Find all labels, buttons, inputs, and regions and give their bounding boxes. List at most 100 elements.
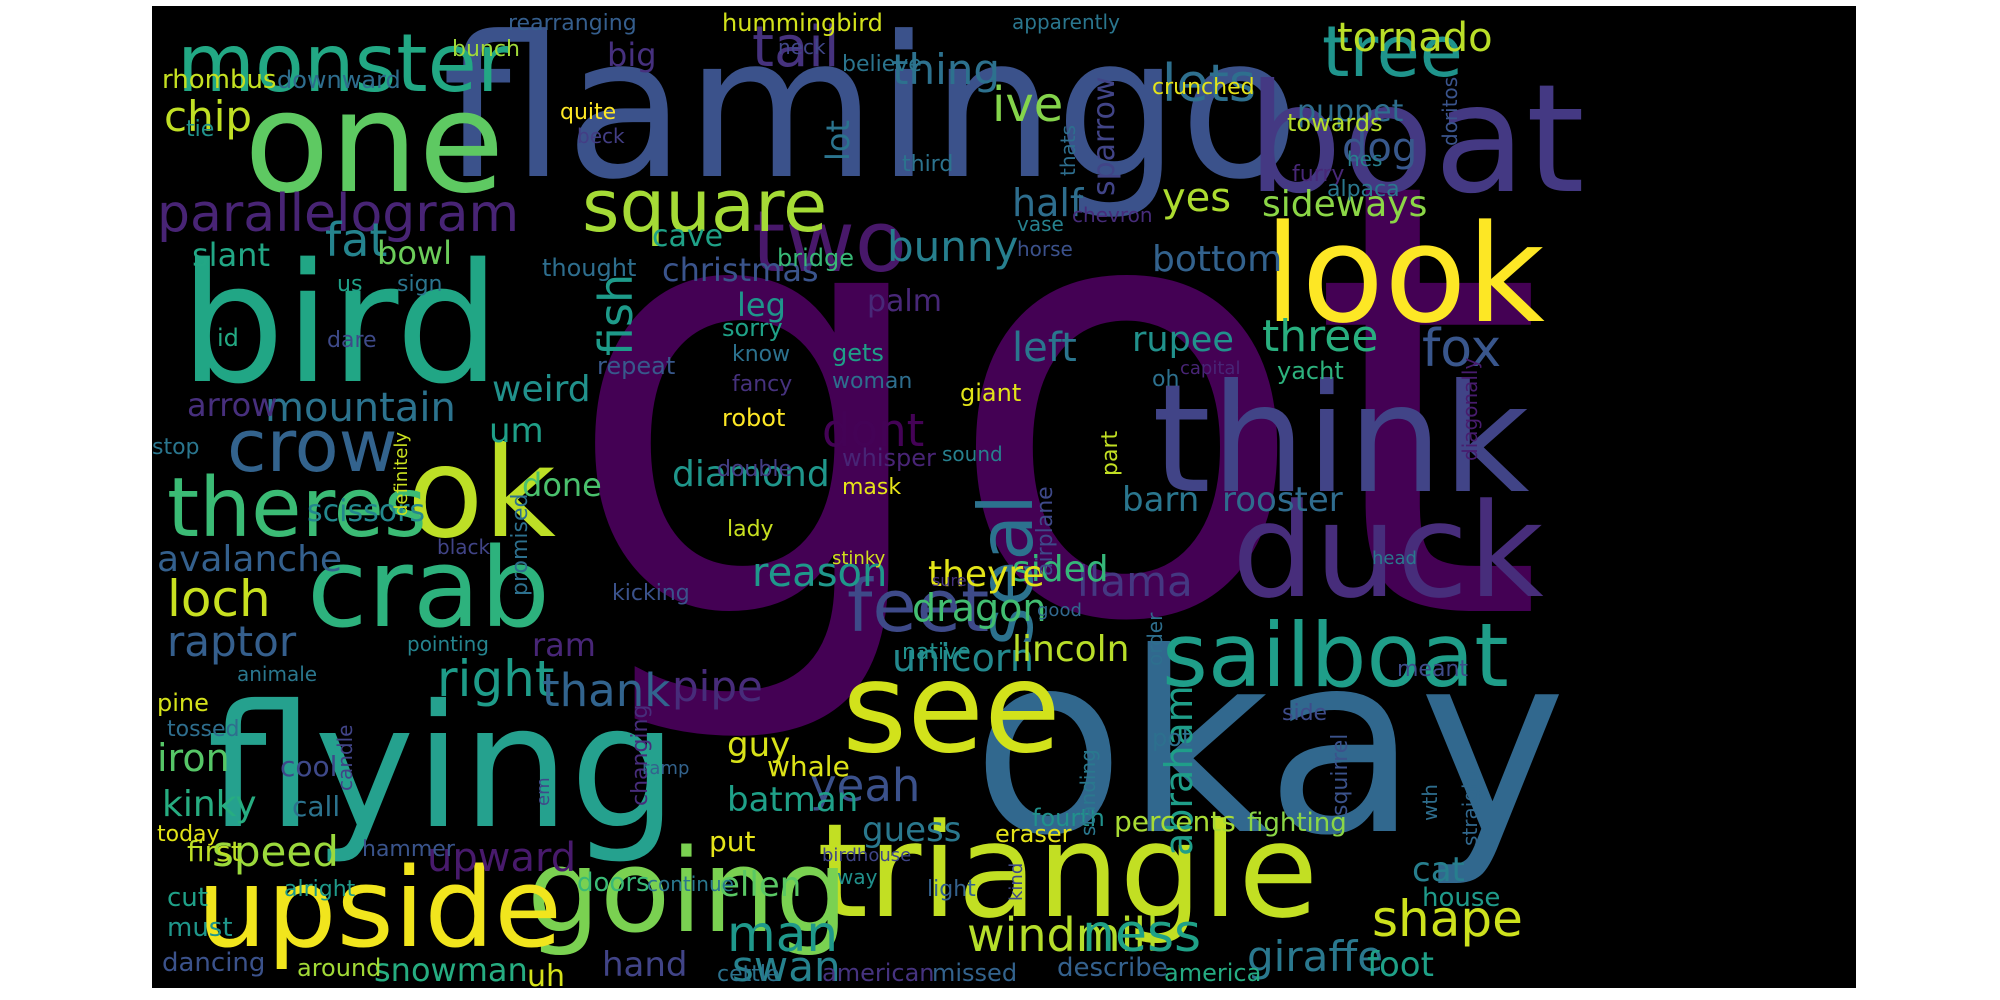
word-abraham: abraham [1157, 685, 1201, 856]
word-think: think [1152, 353, 1530, 527]
word-dont: dont [822, 404, 924, 457]
word-right: right [437, 650, 554, 708]
word-head: head [1372, 548, 1417, 569]
word-big: big [607, 36, 657, 74]
word-fighting: fighting [1247, 808, 1347, 838]
word-repeat: repeat [597, 352, 675, 380]
word-believe: believe [842, 52, 922, 77]
word-tornado: tornado [1337, 15, 1493, 61]
word-wth: wth [1418, 784, 1442, 821]
word-robot: robot [722, 404, 785, 432]
word-america: america [1164, 959, 1261, 987]
word-sided: sided [1012, 549, 1109, 590]
word-sorry: sorry [722, 314, 783, 342]
word-fancy: fancy [732, 372, 792, 397]
word-lincoln: lincoln [1012, 629, 1129, 670]
word-way: way [837, 865, 878, 889]
word-gets: gets [832, 339, 884, 367]
word-unicorn: unicorn [892, 636, 1034, 680]
word-horse: horse [1017, 237, 1073, 261]
word-black: black [437, 535, 491, 559]
word-thought: thought [542, 254, 636, 282]
word-stop: stop [152, 435, 200, 460]
word-seal: seal [962, 494, 1050, 646]
word-id: id [217, 324, 239, 352]
word-straight: straight [1458, 768, 1482, 846]
word-call: call [292, 790, 340, 823]
word-cloud: got okay flamingo one boat bird look think duck f… [152, 6, 1856, 988]
word-part: part [1098, 431, 1123, 476]
word-downward: downward [277, 66, 401, 94]
word-theyre: theyre [928, 554, 1045, 595]
word-rupee: rupee [1132, 320, 1234, 360]
word-ok: ok [407, 421, 556, 566]
word-know: know [732, 342, 790, 367]
word-left: left [1012, 325, 1077, 371]
word-stinky: stinky [832, 548, 886, 569]
word-missed: missed [932, 959, 1017, 987]
word-raptor: raptor [167, 617, 297, 666]
word-square: square [582, 164, 827, 248]
word-speed: speed [212, 827, 339, 876]
word-ram: ram [532, 626, 596, 664]
word-one: one [244, 62, 505, 225]
word-bunny: bunny [887, 222, 1018, 271]
word-airplane: airplane [1033, 486, 1058, 576]
word-crunched: crunched [1152, 75, 1255, 100]
word-yacht: yacht [1277, 357, 1344, 385]
word-fat: fat [325, 213, 387, 267]
word-bottom: bottom [1152, 239, 1282, 280]
word-put: put [709, 825, 756, 858]
word-tossed: tossed [167, 717, 240, 742]
word-capital: capital [1180, 358, 1240, 379]
word-iron: iron [157, 736, 230, 780]
word-furry: furry [1292, 162, 1344, 187]
word-american: american [822, 959, 935, 987]
word-sound: sound [942, 442, 1003, 466]
word-today: today [157, 822, 220, 847]
word-two: two [752, 193, 907, 292]
word-weird: weird [492, 369, 591, 410]
word-upside: upside [197, 844, 562, 972]
word-neck: neck [778, 35, 826, 59]
word-yes: yes [1162, 175, 1231, 221]
word-lady: lady [727, 517, 774, 542]
word-birdhouse: birdhouse [822, 845, 911, 866]
word-uh: uh [527, 959, 565, 988]
word-light: light [927, 877, 976, 902]
word-native: native [902, 640, 971, 665]
word-animale: animale [237, 662, 317, 686]
word-thing: thing [892, 45, 1000, 94]
word-doritos: doritos [1438, 77, 1462, 146]
word-bird: bird [180, 228, 500, 420]
word-us: us [337, 272, 362, 297]
word-definitely: definitely [391, 432, 412, 516]
word-ellen: ellen [719, 865, 801, 905]
word-third: third [902, 152, 953, 177]
word-christmas: christmas [662, 251, 819, 289]
word-around: around [297, 954, 381, 982]
word-loch: loch [167, 570, 271, 628]
word-reason: reason [752, 550, 887, 596]
word-alpaca: alpaca [1327, 177, 1400, 202]
word-mountain: mountain [265, 385, 456, 431]
word-oh: oh [1152, 367, 1179, 392]
word-giraffe: giraffe [1247, 932, 1383, 981]
word-arrow: arrow [187, 386, 277, 424]
word-half: half [1012, 181, 1085, 225]
word-chevron: chevron [1072, 203, 1153, 227]
word-ramp: ramp [642, 758, 689, 779]
word-shape: shape [1372, 890, 1523, 948]
word-puppet: puppet [1297, 94, 1404, 129]
word-parallelogram: parallelogram [157, 184, 519, 244]
word-fox: fox [1422, 319, 1501, 379]
word-leg: leg [737, 286, 786, 324]
word-pipe: pipe [672, 662, 763, 711]
word-alright: alright [284, 877, 356, 902]
word-house: house [1422, 883, 1500, 913]
word-whisper: whisper [842, 444, 936, 472]
word-flying: flying [207, 669, 678, 867]
word-kinky: kinky [162, 784, 257, 825]
word-promised: promised [508, 494, 533, 597]
